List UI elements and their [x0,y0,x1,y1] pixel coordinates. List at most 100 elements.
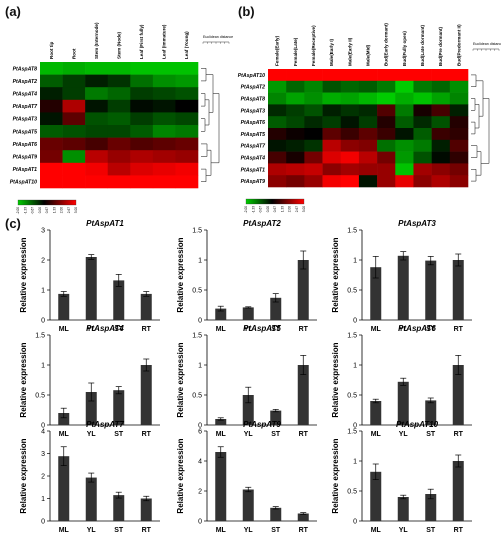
bar [270,410,282,425]
heat-cell [377,69,396,82]
heat-cell [130,175,154,189]
bar [452,461,464,521]
y-tick-label: 0.5 [347,288,357,295]
y-tick-label: 1 [198,258,202,265]
heat-cell [377,116,396,129]
heat-cell [152,162,176,176]
column-label: Female(Early) [275,35,280,66]
heat-cell [358,128,378,141]
bar [85,477,97,521]
row-label: PtAspAT6 [241,120,266,126]
dendrogram [471,74,490,182]
y-tick-label: 0 [353,423,357,430]
heat-cell [62,99,86,113]
heat-cell [304,80,323,93]
bar [140,498,152,521]
color-scale-tick: -1.33 [251,206,255,213]
heat-cell [431,175,451,188]
y-axis-label: Relative expression [19,438,28,513]
y-tick-label: 3 [41,451,45,458]
x-tick-label: YL [399,326,409,333]
heat-cell [395,163,414,176]
heat-cell [286,92,305,105]
heat-cell [85,62,109,75]
heat-cell [322,92,342,105]
heat-cell [322,175,342,188]
row-label: PtAspAT8 [241,97,266,103]
heat-cell [431,92,451,105]
bar [85,257,97,320]
y-axis-label: Relative expression [176,342,185,417]
heat-cell [286,163,305,176]
heat-cell [85,175,109,189]
x-tick-label: ST [114,326,124,333]
heat-cell [358,116,378,129]
heat-cell [152,87,176,101]
heat-cell [322,139,342,152]
distance-label: Euclidean distance [473,42,501,46]
y-tick-label: 0 [198,318,202,325]
heat-cell [340,151,360,164]
heat-cell [377,128,396,141]
color-scale-tick: 0.00 [266,206,270,212]
heat-cell [40,150,63,164]
y-axis-label: Relative expression [331,438,340,513]
heat-cell [322,151,342,164]
dendrogram [201,68,220,182]
bar [58,413,70,425]
heat-cell [268,80,287,93]
heat-cell [107,125,131,138]
heat-cell [130,99,154,113]
heat-cell [340,104,360,117]
heat-cell [340,175,360,188]
heat-cell [304,116,323,129]
y-tick-label: 1 [198,363,202,370]
heat-cell [107,62,131,75]
heat-cell [130,125,154,138]
column-label: Bud(Pre dormant) [438,26,443,66]
x-tick-label: ST [271,527,281,534]
color-scale-tick: -0.67 [259,206,263,213]
chart-title: PtAspAT5 [243,324,281,333]
row-label: PtAspAT8 [13,66,38,72]
row-label: PtAspAT10 [238,73,265,79]
x-tick-label: ML [371,527,382,534]
heat-cell [152,99,176,113]
x-tick-label: RT [142,527,152,534]
color-scale-tick: 1.33 [52,207,56,213]
heat-cell [286,80,305,93]
y-tick-label: 0.5 [347,393,357,400]
bar [297,260,309,320]
heat-cell [130,162,154,176]
heat-cell [175,112,199,126]
heat-cell [431,139,451,152]
heat-cell [268,175,287,188]
bar [242,489,254,521]
heat-cell [107,175,131,189]
x-tick-label: YL [87,431,97,438]
heat-cell [85,112,109,126]
y-tick-label: 2 [41,258,45,265]
x-tick-label: RT [454,431,464,438]
bar [270,297,282,320]
heat-cell [107,137,131,151]
y-tick-label: 2 [198,489,202,496]
heat-cell [40,125,63,138]
x-tick-label: ML [59,527,70,534]
heat-cell [40,162,63,176]
chart-title: PtAspAT7 [86,420,124,429]
heat-cell [395,151,414,164]
column-label: Female(Late) [293,37,298,66]
row-label: PtAspAT2 [13,79,38,85]
heat-cell [175,175,199,189]
bar [425,494,437,521]
chart-title: PtAspAT3 [398,219,436,228]
x-tick-label: ST [426,326,436,333]
y-tick-label: 0 [353,519,357,526]
bar [297,365,309,425]
heat-cell [395,116,414,129]
heat-cell [85,125,109,138]
row-label: PtAspAT5 [13,129,38,135]
x-tick-label: RT [299,431,309,438]
color-scale-tick: 2.67 [67,207,71,213]
